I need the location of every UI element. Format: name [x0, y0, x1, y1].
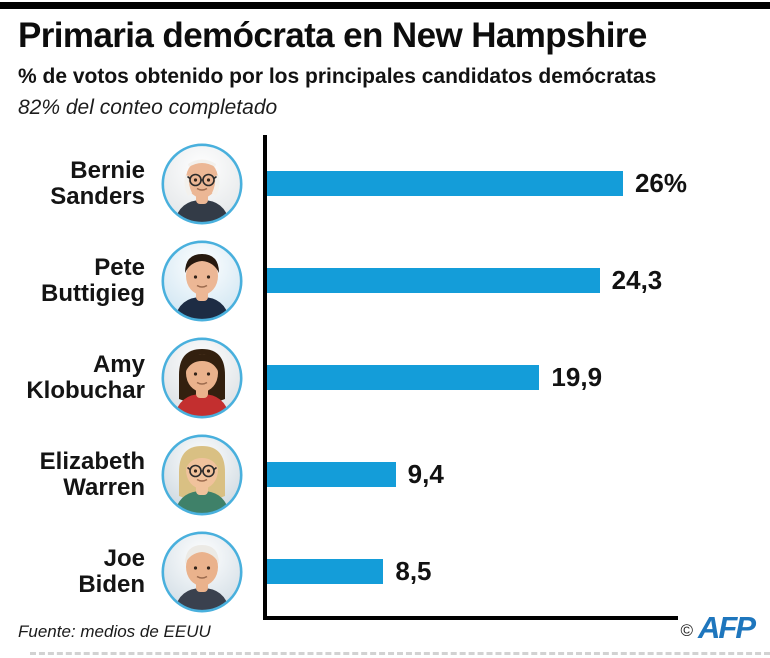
bar-zone: 26% — [267, 168, 687, 199]
candidate-name: Bernie Sanders — [0, 156, 145, 210]
candidate-photo — [161, 433, 243, 516]
afp-wordmark: AFP — [698, 610, 756, 645]
y-axis-line — [263, 135, 267, 620]
candidate-name: Pete Buttigieg — [0, 253, 145, 307]
bar-zone: 19,9 — [267, 362, 602, 393]
candidate-name-line: Amy — [92, 350, 145, 378]
bar — [267, 171, 623, 196]
candidate-name-line: Pete — [94, 253, 145, 281]
candidate-name: Joe Biden — [0, 544, 145, 598]
chart-row: Bernie Sanders 26% — [0, 135, 770, 232]
candidate-name-line: Warren — [63, 473, 145, 501]
bar — [267, 462, 396, 487]
chart-row: Pete Buttigieg 24,3 — [0, 232, 770, 329]
page-title: Primaria demócrata en New Hampshire — [18, 16, 647, 55]
bar-zone: 8,5 — [267, 556, 432, 587]
value-label: 9,4 — [407, 459, 444, 489]
top-black-bar — [0, 2, 770, 9]
candidate-name: Elizabeth Warren — [0, 447, 145, 501]
person-avatar-icon — [161, 433, 243, 516]
bar-chart: Bernie Sanders 26% Pete B — [0, 135, 770, 622]
chart-rows: Bernie Sanders 26% Pete B — [0, 135, 770, 620]
candidate-photo — [161, 239, 243, 322]
bar-zone: 24,3 — [267, 265, 662, 296]
bar — [267, 268, 600, 293]
person-avatar-icon — [161, 239, 243, 322]
candidate-name-line: Joe — [103, 544, 145, 572]
value-label: 26% — [634, 168, 687, 198]
person-avatar-icon — [161, 530, 243, 613]
bar-zone: 9,4 — [267, 459, 444, 490]
candidate-name-line: Elizabeth — [39, 447, 145, 475]
candidate-name: Amy Klobuchar — [0, 350, 145, 404]
bar — [267, 365, 540, 390]
chart-row: Joe Biden 8,5 — [0, 523, 770, 620]
chart-subtitle: % de votos obtenido por los principales … — [18, 65, 657, 88]
chart-row: Elizabeth Warren 9,4 — [0, 426, 770, 523]
bar — [267, 559, 384, 584]
candidate-name-line: Biden — [78, 570, 145, 598]
chart-row: Amy Klobuchar 19,9 — [0, 329, 770, 426]
candidate-name-line: Sanders — [50, 182, 145, 210]
candidate-name-line: Bernie — [70, 156, 145, 184]
candidate-name-line: Buttigieg — [41, 279, 145, 307]
source-credit: Fuente: medios de EEUU — [18, 622, 211, 641]
value-label: 24,3 — [611, 265, 663, 295]
copyright-icon: © — [680, 620, 693, 640]
value-label: 8,5 — [395, 556, 432, 586]
value-label: 19,9 — [551, 362, 603, 392]
candidate-name-line: Klobuchar — [26, 376, 145, 404]
x-axis-line — [263, 616, 678, 620]
candidate-photo — [161, 530, 243, 613]
count-progress-note: 82% del conteo completado — [18, 96, 278, 119]
person-avatar-icon — [161, 142, 243, 225]
bottom-dashed-divider — [30, 652, 770, 655]
person-avatar-icon — [161, 336, 243, 419]
afp-logo: © AFP — [680, 610, 756, 645]
candidate-photo — [161, 142, 243, 225]
candidate-photo — [161, 336, 243, 419]
